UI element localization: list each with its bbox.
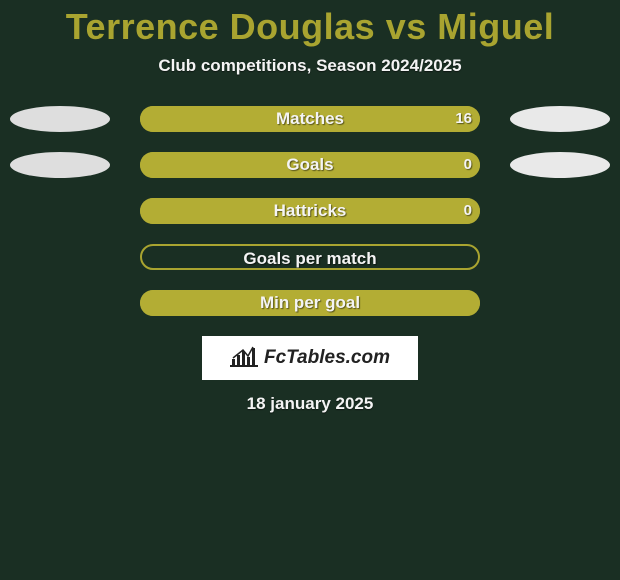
stat-row: Hattricks0 <box>0 198 620 224</box>
stat-label: Goals per match <box>142 246 478 270</box>
player-left-name: Terrence Douglas <box>66 6 375 47</box>
stat-label: Goals <box>140 152 480 178</box>
player-right-name: Miguel <box>437 6 554 47</box>
stat-label: Hattricks <box>140 198 480 224</box>
stat-value-right: 16 <box>455 106 472 132</box>
chart-icon <box>230 345 258 372</box>
stat-label: Matches <box>140 106 480 132</box>
player-right-marker <box>510 152 610 178</box>
stat-row: Min per goal <box>0 290 620 316</box>
player-right-marker <box>510 106 610 132</box>
stat-row: Goals0 <box>0 152 620 178</box>
stat-row: Goals per match <box>0 244 620 270</box>
stat-value-right: 0 <box>464 152 472 178</box>
stat-bar: Matches16 <box>140 106 480 132</box>
stat-rows: Matches16Goals0Hattricks0Goals per match… <box>0 106 620 316</box>
stat-bar: Goals0 <box>140 152 480 178</box>
player-left-marker <box>10 152 110 178</box>
stat-value-right: 0 <box>464 198 472 224</box>
logo-box: FcTables.com <box>202 336 418 380</box>
player-left-marker <box>10 106 110 132</box>
date-text: 18 january 2025 <box>0 394 620 414</box>
stat-label: Min per goal <box>140 290 480 316</box>
vs-text: vs <box>386 6 427 47</box>
subtitle: Club competitions, Season 2024/2025 <box>0 56 620 76</box>
stat-bar: Min per goal <box>140 290 480 316</box>
page-title: Terrence Douglas vs Miguel <box>0 0 620 48</box>
stat-bar: Goals per match <box>140 244 480 270</box>
stat-row: Matches16 <box>0 106 620 132</box>
comparison-card: Terrence Douglas vs Miguel Club competit… <box>0 0 620 580</box>
logo-text: FcTables.com <box>264 347 390 369</box>
stat-bar: Hattricks0 <box>140 198 480 224</box>
